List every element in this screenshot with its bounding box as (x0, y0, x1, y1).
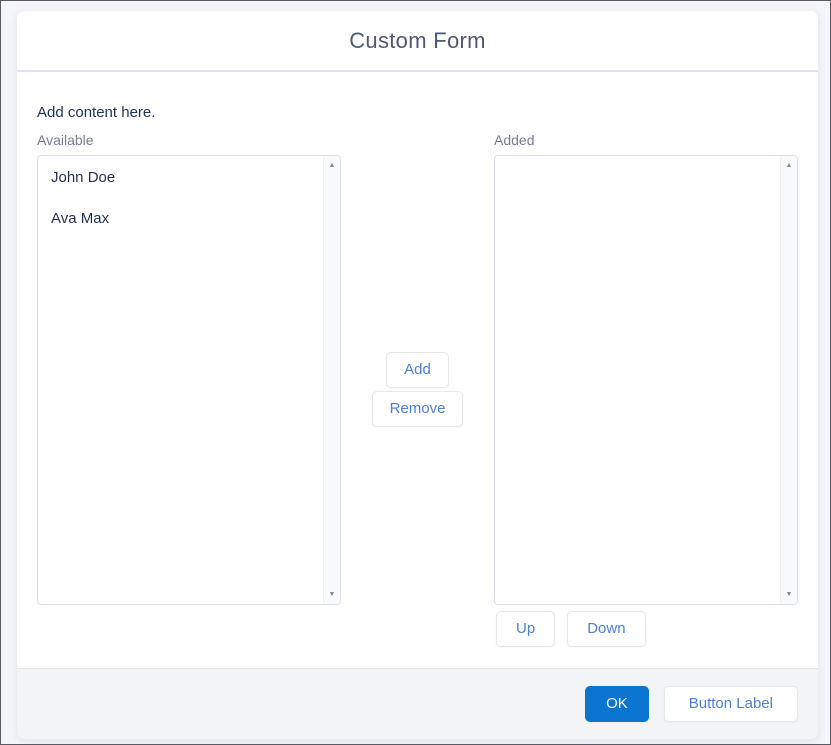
transfer-buttons: Add Remove (341, 132, 494, 647)
ok-button[interactable]: OK (585, 686, 649, 722)
modal-footer: OK Button Label (17, 668, 818, 739)
added-options (495, 156, 797, 157)
intro-text: Add content here. (37, 104, 156, 121)
available-list-item[interactable]: Ava Max (51, 210, 110, 227)
available-list-item[interactable]: John Doe (51, 169, 116, 186)
scroll-up-icon[interactable]: ▲ (785, 162, 793, 169)
added-column: Added ▲ ▼ Up Down (494, 132, 798, 647)
scroll-down-icon[interactable]: ▼ (328, 591, 336, 598)
available-label: Available (37, 132, 94, 148)
available-scrollbar[interactable]: ▲ ▼ (323, 156, 340, 604)
add-button[interactable]: Add (386, 352, 449, 388)
modal-header: Custom Form (17, 11, 818, 72)
available-listbox[interactable]: John Doe Ava Max ▲ ▼ (37, 155, 341, 605)
modal-body: Add content here. Available John Doe Ava… (17, 72, 818, 668)
button-label-button[interactable]: Button Label (663, 686, 798, 722)
modal-title: Custom Form (349, 27, 486, 53)
available-options: John Doe Ava Max (38, 156, 340, 239)
available-column: Available John Doe Ava Max ▲ ▼ (37, 132, 341, 647)
down-button[interactable]: Down (567, 611, 646, 647)
added-scrollbar[interactable]: ▲ ▼ (780, 156, 797, 604)
dual-listbox: Available John Doe Ava Max ▲ ▼ (37, 132, 798, 647)
added-label: Added (494, 132, 535, 148)
remove-button[interactable]: Remove (371, 391, 464, 427)
scroll-down-icon[interactable]: ▼ (785, 591, 793, 598)
up-button[interactable]: Up (496, 611, 556, 647)
scroll-up-icon[interactable]: ▲ (328, 162, 336, 169)
reorder-buttons: Up Down (494, 611, 798, 647)
custom-form-modal: Custom Form Add content here. Available … (17, 11, 818, 739)
added-listbox[interactable]: ▲ ▼ (494, 155, 798, 605)
